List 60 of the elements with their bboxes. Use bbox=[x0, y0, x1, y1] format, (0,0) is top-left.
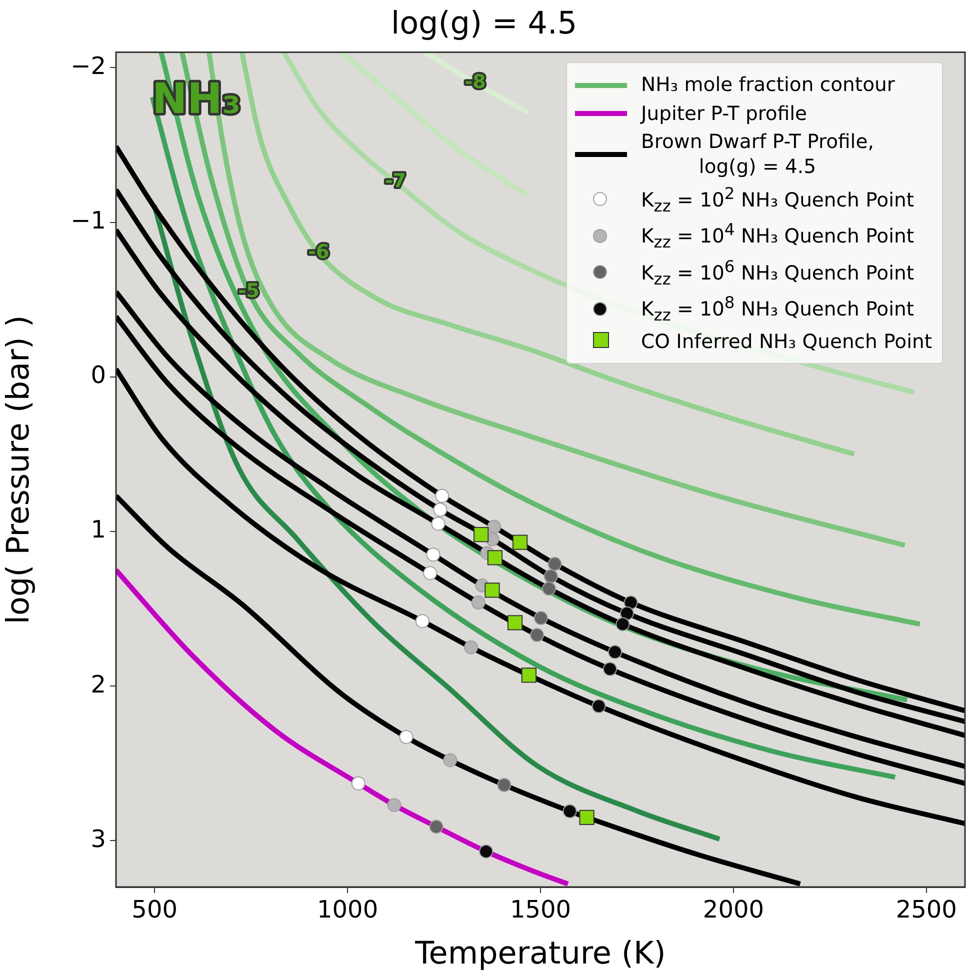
point bbox=[548, 556, 562, 571]
point bbox=[487, 520, 502, 534]
x-tick-label: 1500 bbox=[510, 896, 572, 924]
point bbox=[426, 548, 440, 562]
y-tick-label: 0 bbox=[90, 361, 106, 390]
point bbox=[429, 820, 444, 834]
x-tick-label: 2000 bbox=[702, 896, 764, 924]
point bbox=[544, 569, 558, 584]
point bbox=[471, 596, 486, 610]
legend-label: NH₃ mole fraction contour bbox=[641, 72, 895, 98]
point bbox=[521, 668, 536, 683]
x-tick-label: 1000 bbox=[317, 896, 378, 924]
point bbox=[534, 611, 548, 626]
point bbox=[624, 596, 638, 610]
point bbox=[507, 615, 523, 630]
point bbox=[464, 640, 478, 654]
x-tick-label: 500 bbox=[132, 896, 178, 924]
legend-label: K$_{zz}$ = 10$^{8}$ NH₃ Quench Point bbox=[641, 292, 914, 326]
x-axis-title: Temperature (K) bbox=[414, 935, 666, 972]
point bbox=[474, 526, 489, 542]
x-tick-label: 2500 bbox=[896, 896, 957, 924]
y-tick-label: 1 bbox=[90, 516, 106, 544]
y-tick-label: −1 bbox=[70, 206, 106, 234]
point bbox=[479, 844, 494, 858]
y-tick-label: 2 bbox=[90, 670, 106, 698]
annotation: -7 bbox=[384, 170, 406, 192]
point bbox=[399, 730, 414, 744]
legend-label: K$_{zz}$ = 10$^{2}$ NH₃ Quench Point bbox=[641, 182, 914, 216]
point bbox=[415, 614, 430, 628]
point bbox=[435, 488, 450, 503]
point bbox=[484, 582, 500, 598]
point bbox=[562, 804, 577, 818]
annotation: -8 bbox=[464, 71, 486, 94]
point bbox=[592, 699, 606, 714]
point bbox=[423, 566, 438, 580]
chart-title: log(g) = 4.5 bbox=[390, 6, 578, 42]
point bbox=[608, 645, 622, 660]
legend-label: Jupiter P-T profile bbox=[641, 100, 808, 126]
point bbox=[443, 753, 458, 768]
point bbox=[579, 810, 594, 826]
legend-label: CO Inferred NH₃ Quench Point bbox=[641, 328, 932, 354]
point bbox=[351, 776, 366, 790]
y-tick-label: −2 bbox=[70, 52, 106, 80]
point bbox=[542, 582, 556, 596]
point bbox=[512, 534, 528, 550]
legend-label: Brown Dwarf P-T Profile, log(g) = 4.5 bbox=[641, 128, 874, 180]
y-axis-title: log( Pressure (bar) ) bbox=[0, 315, 37, 624]
legend-label: K$_{zz}$ = 10$^{6}$ NH₃ Quench Point bbox=[641, 256, 914, 290]
point bbox=[387, 798, 402, 812]
point bbox=[497, 778, 512, 792]
point bbox=[602, 662, 617, 676]
point bbox=[433, 502, 448, 517]
y-tick-label: 3 bbox=[90, 824, 106, 853]
point bbox=[620, 606, 634, 620]
point bbox=[616, 617, 630, 632]
point bbox=[431, 516, 446, 531]
point bbox=[487, 550, 503, 566]
legend-label: K$_{zz}$ = 10$^{4}$ NH₃ Quench Point bbox=[641, 219, 914, 253]
point bbox=[530, 628, 544, 642]
annotation: -6 bbox=[308, 241, 330, 264]
